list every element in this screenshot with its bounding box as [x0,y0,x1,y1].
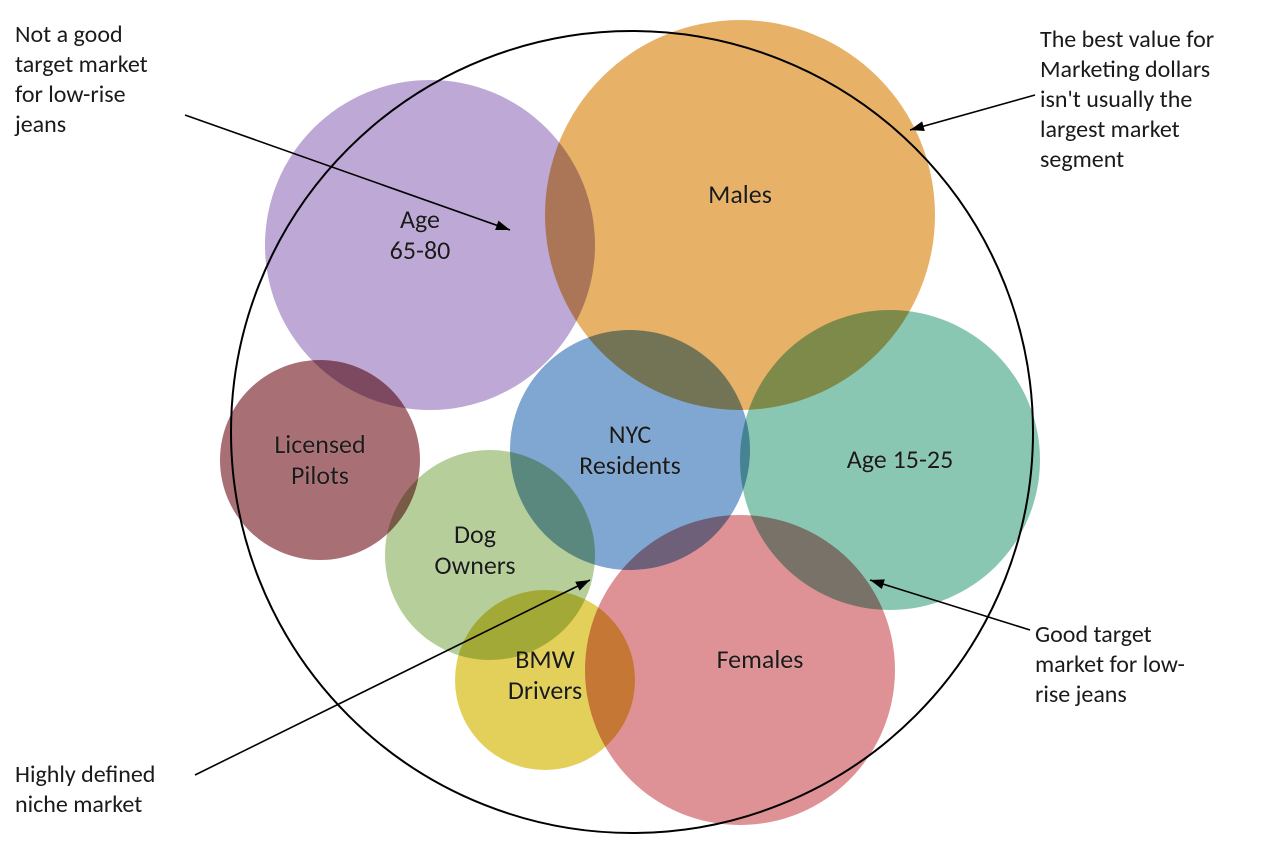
segment-label-nyc: NYC Residents [579,419,681,481]
venn-diagram-stage: Males Age 65-80 Age 15-25 NYC Residents Lice… [0,0,1267,861]
segment-label-age1525: Age 15-25 [847,444,954,475]
annotation-best-value: The best value for Marketing dollars isn… [1040,25,1267,175]
segment-label-dogowners: Dog Owners [434,519,515,581]
annotation-good-target: Good target market for low- rise jeans [1035,620,1245,710]
arrow-line-best-value [910,95,1035,130]
segment-label-pilots: Licensed Pilots [274,429,365,491]
segment-label-bmw: BMW Drivers [508,644,582,706]
segment-label-males: Males [708,179,772,210]
annotation-not-good-target: Not a good target market for low-rise je… [15,20,215,140]
annotation-niche-market: Highly defined niche market [15,760,215,820]
segment-bmw: BMW Drivers [455,590,635,770]
segment-label-females: Females [717,644,804,675]
segment-label-age6580: Age 65-80 [390,204,451,266]
